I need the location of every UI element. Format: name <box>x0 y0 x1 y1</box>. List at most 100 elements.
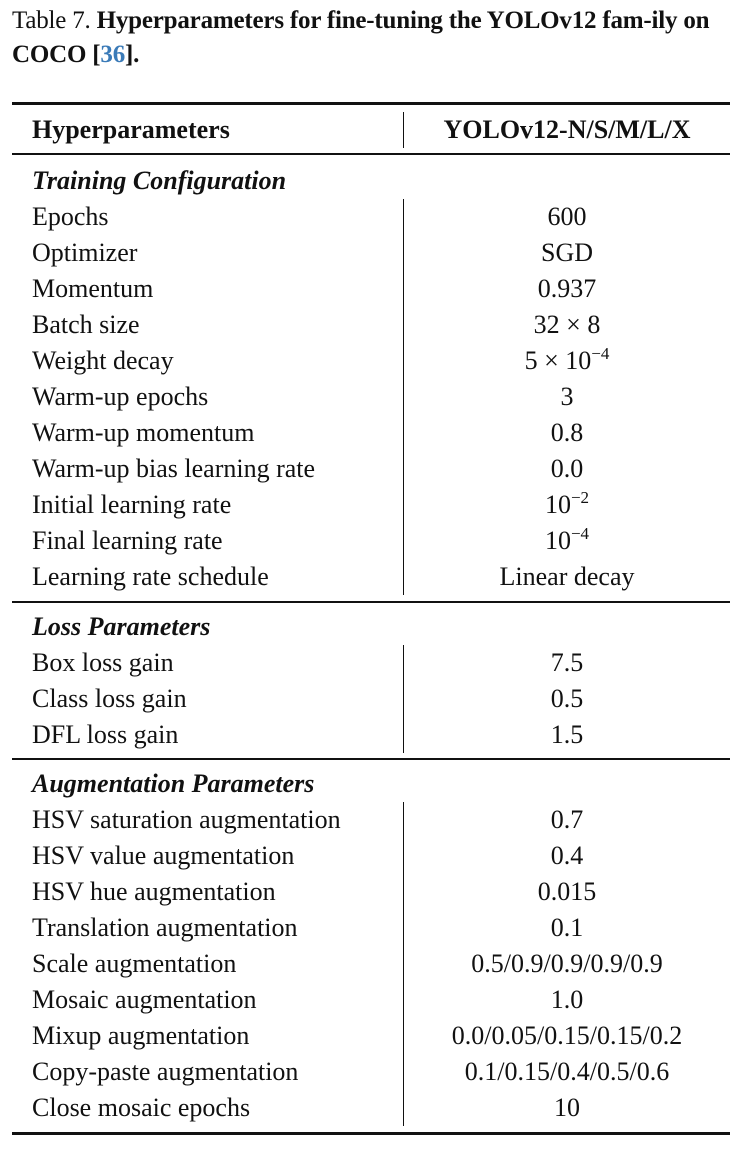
table-caption: Table 7. Hyperparameters for fine-tuning… <box>12 4 734 72</box>
value-text: 0.937 <box>537 274 597 303</box>
table-row: Warm-up bias learning rate 0.0 <box>12 451 730 487</box>
parameter-value: 0.0 <box>403 451 730 487</box>
value-text: SGD <box>540 238 593 267</box>
value-text: 5 × 10 <box>524 346 592 375</box>
section-header: Training Configuration <box>12 163 730 199</box>
header-rule <box>12 153 730 155</box>
caption-title-text: Hyperparameters for fine-tuning the YOLO… <box>12 7 710 68</box>
parameter-name: Momentum <box>32 274 154 303</box>
parameter-name: Copy-paste augmentation <box>32 1057 299 1086</box>
value-text: Linear decay <box>499 562 635 591</box>
value-text: 0.5 <box>550 684 584 713</box>
table-row: Close mosaic epochs 10 <box>12 1090 730 1126</box>
table-row: Translation augmentation 0.1 <box>12 910 730 946</box>
parameter-value: 1.0 <box>403 982 730 1018</box>
parameter-value: 0.5 <box>403 681 730 717</box>
section-header: Loss Parameters <box>12 609 730 645</box>
parameter-value: 32 × 8 <box>403 307 730 343</box>
parameter-name: Batch size <box>32 310 140 339</box>
table-row: DFL loss gain 1.5 <box>12 717 730 753</box>
parameter-value: 0.1/0.15/0.4/0.5/0.6 <box>403 1054 730 1090</box>
parameter-value: 0.0/0.05/0.15/0.15/0.2 <box>403 1018 730 1054</box>
table-row: Momentum 0.937 <box>12 271 730 307</box>
value-text: 3 <box>560 382 574 411</box>
parameter-name: Warm-up momentum <box>32 418 255 447</box>
value-text: 0.015 <box>537 877 597 906</box>
value-text: 600 <box>547 202 587 231</box>
parameter-name: Initial learning rate <box>32 490 232 519</box>
table-row: HSV value augmentation 0.4 <box>12 838 730 874</box>
value-text: 0.4 <box>550 841 584 870</box>
section-title: Loss Parameters <box>32 612 211 641</box>
parameter-value: 10 <box>403 1090 730 1126</box>
value-text: 10 <box>544 490 571 519</box>
parameter-name: HSV value augmentation <box>32 841 295 870</box>
table-row: Weight decay 5 × 10−4 <box>12 343 730 379</box>
parameter-name: Translation augmentation <box>32 913 298 942</box>
parameter-value: SGD <box>403 235 730 271</box>
table-row: Mixup augmentation 0.0/0.05/0.15/0.15/0.2 <box>12 1018 730 1054</box>
table-row: Copy-paste augmentation 0.1/0.15/0.4/0.5/… <box>12 1054 730 1090</box>
caption-label: Table 7. <box>12 7 91 34</box>
value-text: 7.5 <box>550 648 584 677</box>
parameter-value: 7.5 <box>403 645 730 681</box>
value-text: 10 <box>554 1093 580 1122</box>
value-text: 0.0 <box>550 454 584 483</box>
value-exponent: −4 <box>570 524 590 543</box>
parameter-name: Weight decay <box>32 346 174 375</box>
parameter-name: Epochs <box>32 202 109 231</box>
parameter-name: Warm-up bias learning rate <box>32 454 316 483</box>
parameter-value: 600 <box>403 199 730 235</box>
parameter-value: 0.8 <box>403 415 730 451</box>
parameter-name: Scale augmentation <box>32 949 237 978</box>
parameter-name: Optimizer <box>32 238 138 267</box>
caption-title: Hyperparameters for fine-tuning the YOLO… <box>12 7 710 68</box>
parameter-name: Box loss gain <box>32 648 174 677</box>
table-row: Optimizer SGD <box>12 235 730 271</box>
caption-title-end: ]. <box>125 41 140 68</box>
parameter-name: Close mosaic epochs <box>32 1093 251 1122</box>
value-exponent: −4 <box>591 344 610 363</box>
table-row: Warm-up epochs 3 <box>12 379 730 415</box>
parameter-name: Final learning rate <box>32 526 223 555</box>
value-text: 1.5 <box>550 720 584 749</box>
section-rule <box>12 601 730 603</box>
parameter-name: Learning rate schedule <box>32 562 269 591</box>
table-row: Box loss gain 7.5 <box>12 645 730 681</box>
parameter-value: 0.1 <box>403 910 730 946</box>
table-row: Final learning rate 10−4 <box>12 523 730 559</box>
parameter-value: 1.5 <box>403 717 730 753</box>
parameter-name: DFL loss gain <box>32 720 179 749</box>
table-row: Warm-up momentum 0.8 <box>12 415 730 451</box>
value-text: 1.0 <box>550 985 584 1014</box>
section-title: Augmentation Parameters <box>32 769 315 798</box>
table-row: Epochs 600 <box>12 199 730 235</box>
parameter-name: HSV hue augmentation <box>32 877 276 906</box>
parameter-value: 5 × 10−4 <box>403 343 730 379</box>
value-text: 32 × 8 <box>533 310 601 339</box>
parameter-value: 0.5/0.9/0.9/0.9/0.9 <box>403 946 730 982</box>
table-row: Batch size 32 × 8 <box>12 307 730 343</box>
value-text: 0.8 <box>550 418 584 447</box>
table-row: Learning rate schedule Linear decay <box>12 559 730 595</box>
header-hyperparameters: Hyperparameters <box>32 115 230 144</box>
parameter-value: 10−2 <box>403 487 730 523</box>
parameter-name: HSV saturation augmentation <box>32 805 341 834</box>
parameter-value: 10−4 <box>403 523 730 559</box>
parameter-name: Class loss gain <box>32 684 187 713</box>
bottom-rule <box>12 1132 730 1135</box>
table-row: Scale augmentation 0.5/0.9/0.9/0.9/0.9 <box>12 946 730 982</box>
value-text: 0.5/0.9/0.9/0.9/0.9 <box>471 949 663 978</box>
value-exponent: −2 <box>570 488 590 507</box>
parameter-value: 0.7 <box>403 802 730 838</box>
section-header: Augmentation Parameters <box>12 766 730 802</box>
table-row: HSV hue augmentation 0.015 <box>12 874 730 910</box>
header-row: Hyperparameters YOLOv12-N/S/M/L/X <box>12 106 730 154</box>
value-text: 10 <box>544 526 571 555</box>
value-text: 0.7 <box>550 805 584 834</box>
parameter-value: 3 <box>403 379 730 415</box>
parameter-value: 0.015 <box>403 874 730 910</box>
citation-link[interactable]: 36 <box>100 41 125 68</box>
table-row: Mosaic augmentation 1.0 <box>12 982 730 1018</box>
parameter-name: Mosaic augmentation <box>32 985 257 1014</box>
